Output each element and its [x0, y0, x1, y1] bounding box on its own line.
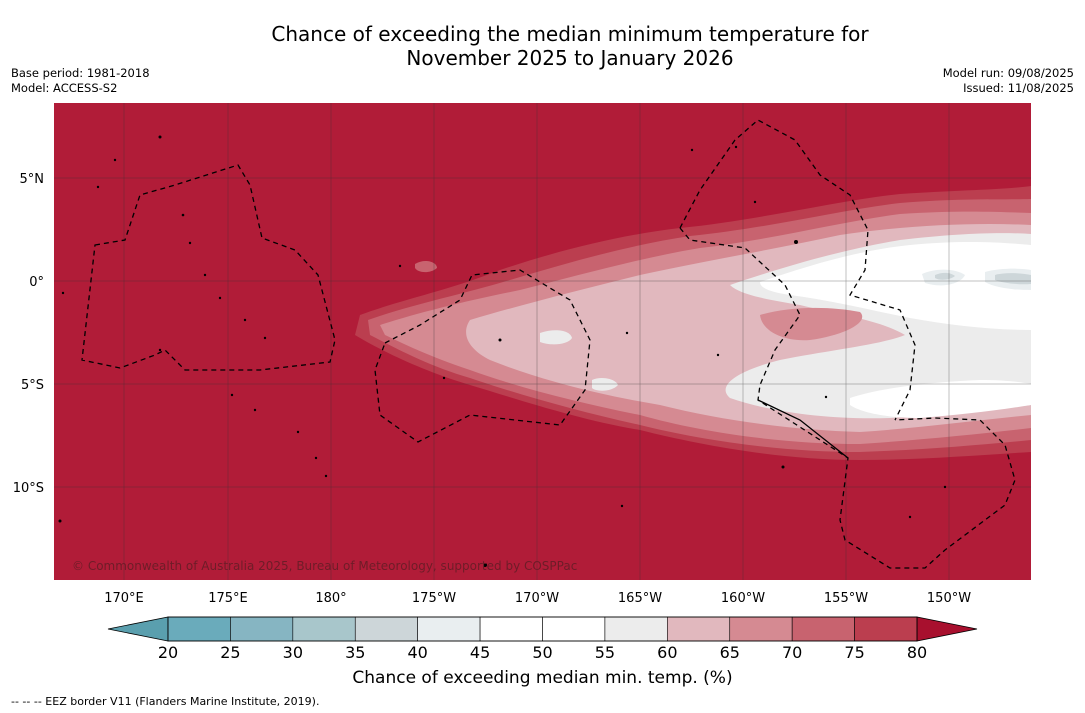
lon-tick-label: 175°W [412, 591, 456, 606]
colorbar-tick-label: 30 [283, 643, 303, 662]
lat-ticks: 5°N 0° 5°S 10°S [13, 172, 44, 496]
colorbar-tick-label: 65 [720, 643, 740, 662]
lat-tick-label: 0° [29, 275, 44, 290]
lon-tick-label: 160°W [721, 591, 765, 606]
map-title: Chance of exceeding the median minimum t… [0, 22, 1085, 70]
colorbar-cell [292, 616, 356, 642]
meta-right: Model run: 09/08/2025 Issued: 11/08/2025 [943, 66, 1074, 96]
contour-55-south [592, 377, 618, 391]
colorbar-tick-label: 45 [470, 643, 490, 662]
islands [58, 135, 947, 567]
colorbar-cell [479, 616, 543, 642]
model-run: Model run: 09/08/2025 [942, 66, 1074, 80]
colorbar-cell [230, 616, 294, 642]
lon-tick-label: 150°W [927, 591, 971, 606]
contour-70-patch [415, 261, 437, 273]
colorbar-cell [542, 616, 606, 642]
contour-65-patch [760, 307, 863, 341]
colorbar-tick-label: 75 [844, 643, 864, 662]
map-plot-area: © Commonwealth of Australia 2025, Bureau… [54, 103, 1031, 580]
colorbar-tick-label: 70 [782, 643, 802, 662]
colorbar-cell [354, 616, 418, 642]
eez-tokelau-samoa [374, 269, 591, 443]
eez-tuvalu-kiribati-west [81, 164, 336, 371]
colorbar: 20 25 30 35 40 45 50 55 60 65 70 75 80 [107, 616, 978, 662]
lon-ticks: 170°E 175°E 180° 175°W 170°W 165°W 160°W… [104, 591, 971, 606]
lat-tick-label: 5°S [21, 378, 44, 393]
lon-tick-label: 180° [315, 591, 346, 606]
copyright-text: © Commonwealth of Australia 2025, Bureau… [72, 559, 577, 573]
lat-tick-label: 5°N [20, 172, 45, 187]
lon-tick-label: 170°E [104, 591, 144, 606]
colorbar-cell [791, 616, 855, 642]
gridlines [54, 103, 1031, 580]
lon-tick-label: 175°E [208, 591, 248, 606]
lon-tick-label: 155°W [824, 591, 868, 606]
contour-55-west [540, 330, 572, 345]
colorbar-cell [417, 616, 481, 642]
lon-tick-label: 170°W [515, 591, 559, 606]
colorbar-outline [167, 616, 918, 642]
colorbar-tick-label: 55 [595, 643, 615, 662]
meta-left: Base period: 1981-2018 Model: ACCESS-S2 [11, 66, 150, 96]
eez-borders [81, 119, 1016, 569]
colorbar-cell [604, 616, 668, 642]
title-line-1: Chance of exceeding the median minimum t… [271, 22, 869, 46]
base-period: Base period: 1981-2018 [11, 66, 150, 80]
eez-cook-islands [679, 227, 1016, 569]
model-name: Model: ACCESS-S2 [11, 81, 118, 95]
eez-border-note: -- -- -- EEZ border V11 (Flanders Marine… [11, 695, 320, 708]
colorbar-tick-label: 20 [158, 643, 178, 662]
issued-date: Issued: 11/08/2025 [963, 81, 1074, 95]
colorbar-tick-label: 40 [407, 643, 427, 662]
contour-50-core [760, 241, 1031, 330]
colorbar-tick-label: 25 [220, 643, 240, 662]
contour-50-south [850, 380, 1031, 418]
colorbar-tick-label: 35 [345, 643, 365, 662]
colorbar-label: Chance of exceeding median min. temp. (%… [352, 668, 733, 688]
colorbar-tick-label: 80 [907, 643, 927, 662]
colorbar-tick-label: 60 [657, 643, 677, 662]
colorbar-tick-label: 50 [532, 643, 552, 662]
colorbar-cell [729, 616, 793, 642]
lon-tick-label: 165°W [618, 591, 662, 606]
colorbar-low-extend [107, 616, 169, 642]
contour-35-patch-b [995, 273, 1031, 285]
land-border [757, 399, 849, 459]
colorbar-cell [667, 616, 731, 642]
colorbar-cell [167, 616, 231, 642]
colorbar-high-extend [916, 616, 978, 642]
contour-35-patch-a [935, 272, 955, 280]
eez-kiribati-line [679, 119, 916, 421]
lat-tick-label: 10°S [13, 481, 44, 496]
colorbar-cell [854, 616, 918, 642]
title-line-2: November 2025 to January 2026 [406, 46, 734, 70]
